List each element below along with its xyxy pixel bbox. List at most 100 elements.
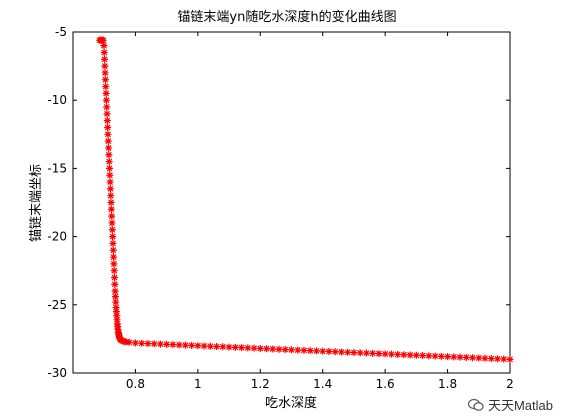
data-point [481,354,489,362]
data-point [108,226,116,234]
y-axis-label: 锚链末端坐标 [29,164,44,242]
data-point [100,48,108,56]
data-point [406,351,414,359]
data-point [100,42,108,50]
y-tick-label: -15 [47,161,67,175]
data-point [117,336,125,344]
data-point [306,347,314,355]
data-point [219,343,227,351]
data-point [450,353,458,361]
data-point [112,304,120,312]
data-point [200,342,208,350]
data-point [111,287,119,295]
wechat-icon [467,398,484,411]
data-point [103,103,111,111]
data-point [111,293,119,301]
data-point [111,274,119,282]
data-point [288,346,295,354]
y-tick-label: -30 [47,366,67,380]
data-point [108,219,116,227]
data-point [108,212,116,220]
data-point [475,354,483,362]
x-axis-label: 吃水深度 [265,395,317,411]
data-point [281,346,289,354]
data-point [369,349,377,357]
data-point [400,351,408,359]
data-point [113,316,121,324]
data-point [99,36,107,44]
data-point [104,123,112,131]
data-point [362,349,370,357]
data-point [294,346,302,354]
data-point [181,341,189,349]
x-tick-label: 1.2 [251,377,270,391]
data-point [269,345,277,353]
data-point [394,350,402,358]
data-point [105,158,113,166]
data-point [419,352,427,360]
data-point [456,353,464,361]
data-point [104,130,112,138]
data-point [101,69,109,77]
data-point [110,260,118,268]
data-point [331,348,339,356]
y-tick-label: -10 [47,93,67,107]
data-point [125,338,133,346]
data-point [337,348,345,356]
data-point [101,76,109,84]
data-point [444,353,452,361]
data-point [206,342,214,350]
x-tick-label: 1.8 [438,377,457,391]
data-point [431,352,439,360]
data-point [105,144,113,152]
x-tick-label: 2 [506,377,514,391]
data-point [381,350,389,358]
data-point [103,117,111,125]
data-point [412,351,420,359]
y-tick-label: -20 [47,230,67,244]
data-point [250,344,258,352]
data-point [350,349,358,357]
data-point [387,350,395,358]
x-tick-label: 1.4 [313,377,332,391]
data-point [106,185,114,193]
data-point [113,312,121,320]
data-point [188,341,196,349]
data-point [506,355,514,363]
y-tick-label: -5 [55,25,67,39]
data-point [106,178,114,186]
data-point [150,340,158,348]
data-point [256,344,264,352]
data-point [119,337,127,345]
plot-area [72,31,511,374]
watermark: 天天Matlab [467,395,553,414]
data-point [138,339,146,347]
data-point [462,353,470,361]
x-tick-label: 0.8 [126,377,145,391]
data-series [96,36,514,363]
data-point [102,83,110,91]
data-point [225,343,233,351]
data-point [109,233,117,241]
data-point [263,345,271,353]
data-point [112,298,120,306]
data-point [131,339,139,347]
data-point [111,280,119,288]
data-point [469,354,477,362]
chart-title: 锚链末端yn随吃水深度h的变化曲线图 [177,9,396,25]
data-point [110,253,118,261]
data-point [144,340,152,348]
data-point [356,349,364,357]
data-point [101,55,109,63]
data-point [156,340,164,348]
data-point [175,341,183,349]
data-point [375,350,383,358]
data-point [163,340,171,348]
data-point [275,345,283,353]
data-point [325,347,333,355]
data-point [319,347,327,355]
data-point [104,137,112,145]
data-point [107,192,115,200]
data-point [103,110,111,118]
data-point [500,355,508,363]
